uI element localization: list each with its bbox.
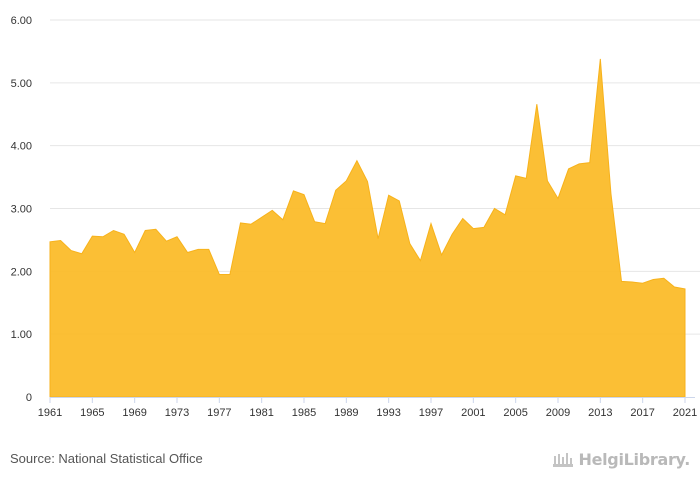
y-tick-label: 2.00 (11, 266, 32, 278)
x-tick-label: 2017 (630, 407, 654, 419)
y-tick-label: 6.00 (11, 15, 32, 27)
x-tick-label: 2009 (546, 407, 570, 419)
x-tick-label: 1993 (376, 407, 400, 419)
y-tick-label: 5.00 (11, 78, 32, 90)
series-area (49, 58, 686, 398)
x-tick-label: 1961 (38, 407, 62, 419)
y-tick-label: 4.00 (11, 141, 32, 153)
brand-logo[interactable]: HelgiLibrary. (552, 446, 690, 472)
x-tick-label: 1973 (165, 407, 189, 419)
chart-footer: Source: National Statistical Office Helg… (0, 440, 700, 483)
x-tick-label: 1965 (80, 407, 104, 419)
x-tick-label: 2005 (503, 407, 527, 419)
x-tick-label: 2021 (673, 407, 697, 419)
axes (49, 397, 695, 403)
area-chart: 01.002.003.004.005.006.00 1961 1965 1969 19… (11, 15, 700, 419)
x-tick-label: 1969 (122, 407, 146, 419)
x-axis-labels: 1961 1965 1969 1973 1977 1981 1985 1989 1993 1997… (38, 407, 697, 419)
y-axis-labels: 0 1.00 2.00 3.00 4.00 5.00 6.00 (11, 15, 32, 404)
source-note: Source: National Statistical Office (10, 451, 203, 466)
x-tick-label: 1985 (292, 407, 316, 419)
y-tick-label: 0 (26, 392, 32, 404)
x-tick-label: 1981 (249, 407, 273, 419)
x-tick-label: 1997 (419, 407, 443, 419)
x-tick-label: 1989 (334, 407, 358, 419)
x-tick-label: 2013 (588, 407, 612, 419)
helgilibrary-logo-icon (553, 453, 574, 467)
area-series (49, 58, 686, 398)
brand-name: HelgiLibrary. (578, 449, 690, 469)
x-tick-label: 2001 (461, 407, 485, 419)
y-tick-label: 3.00 (11, 204, 32, 216)
x-tick-label: 1977 (207, 407, 231, 419)
y-tick-label: 1.00 (11, 329, 32, 341)
